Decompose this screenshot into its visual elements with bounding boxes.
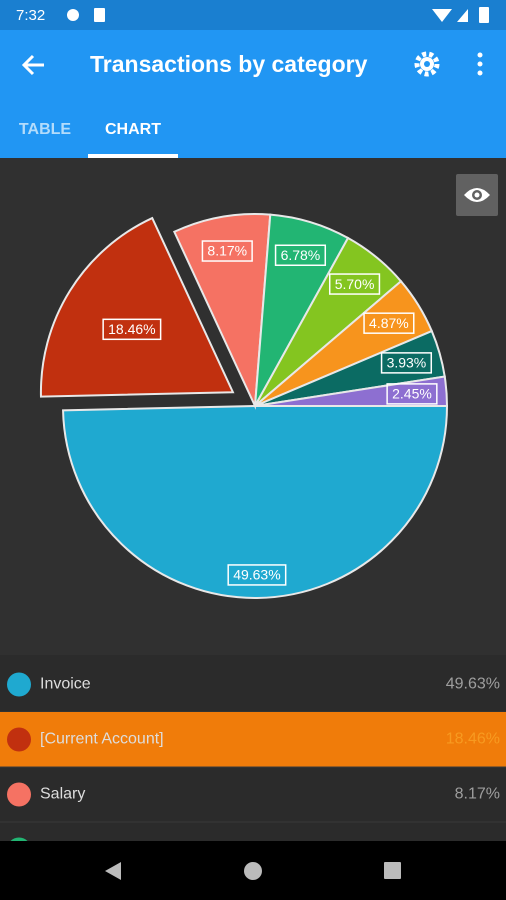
menu-button[interactable] bbox=[477, 52, 483, 76]
tab-indicator bbox=[88, 154, 178, 158]
pie-slice[interactable] bbox=[62, 405, 449, 599]
app-title: Transactions by category bbox=[90, 51, 368, 77]
nav-home[interactable] bbox=[244, 862, 262, 880]
pie-slice[interactable] bbox=[39, 216, 235, 398]
nav-back[interactable] bbox=[105, 862, 121, 880]
list-row-selected[interactable] bbox=[0, 712, 506, 767]
slice-label: 8.17% bbox=[207, 243, 247, 259]
tab-active[interactable]: CHART bbox=[105, 121, 161, 138]
pie: 49.63% 18.46% 8.17% 6.78% 5.70% 4.87% 3.93% 2.4… bbox=[39, 213, 449, 599]
slice-label: 4.87% bbox=[369, 315, 409, 331]
slice-label: 49.63% bbox=[233, 567, 280, 583]
slice-label: 2.45% bbox=[392, 386, 432, 402]
back-button[interactable] bbox=[21, 54, 44, 76]
slice-label: 3.93% bbox=[387, 355, 427, 371]
visibility-button[interactable] bbox=[456, 174, 498, 216]
label-box bbox=[227, 564, 287, 586]
legend-value: 8.17% bbox=[455, 786, 500, 803]
slice-label: 6.78% bbox=[281, 247, 321, 263]
pie-slice[interactable] bbox=[172, 213, 272, 410]
legend-list: Invoice 49.63% [Current Account] 18.46% Sala… bbox=[0, 672, 506, 878]
label-box bbox=[386, 383, 438, 405]
legend-name[interactable]: [Current Account] bbox=[40, 731, 164, 748]
status-bar bbox=[0, 0, 506, 30]
label-box bbox=[363, 312, 415, 334]
settings-button[interactable] bbox=[414, 51, 440, 77]
label-box bbox=[102, 318, 162, 341]
legend-name[interactable]: Salary bbox=[40, 786, 85, 803]
legend-value: 18.46% bbox=[446, 731, 500, 748]
app-bar bbox=[0, 30, 506, 158]
legend-value: 49.63% bbox=[446, 676, 500, 693]
legend-swatch bbox=[7, 727, 31, 752]
legend-swatch bbox=[7, 782, 31, 807]
label-box bbox=[328, 273, 381, 295]
label-box bbox=[201, 240, 253, 262]
legend-swatch bbox=[7, 672, 31, 697]
legend-name[interactable]: Invoice bbox=[40, 676, 91, 693]
label-box bbox=[274, 244, 327, 267]
status-icons bbox=[67, 7, 489, 23]
status-time: 7:32 bbox=[16, 7, 45, 24]
nav-recents[interactable] bbox=[384, 862, 401, 879]
label-box bbox=[380, 352, 433, 374]
slice-label: 18.46% bbox=[108, 321, 155, 337]
slice-label: 5.70% bbox=[335, 276, 375, 292]
tab[interactable]: TABLE bbox=[19, 121, 71, 138]
